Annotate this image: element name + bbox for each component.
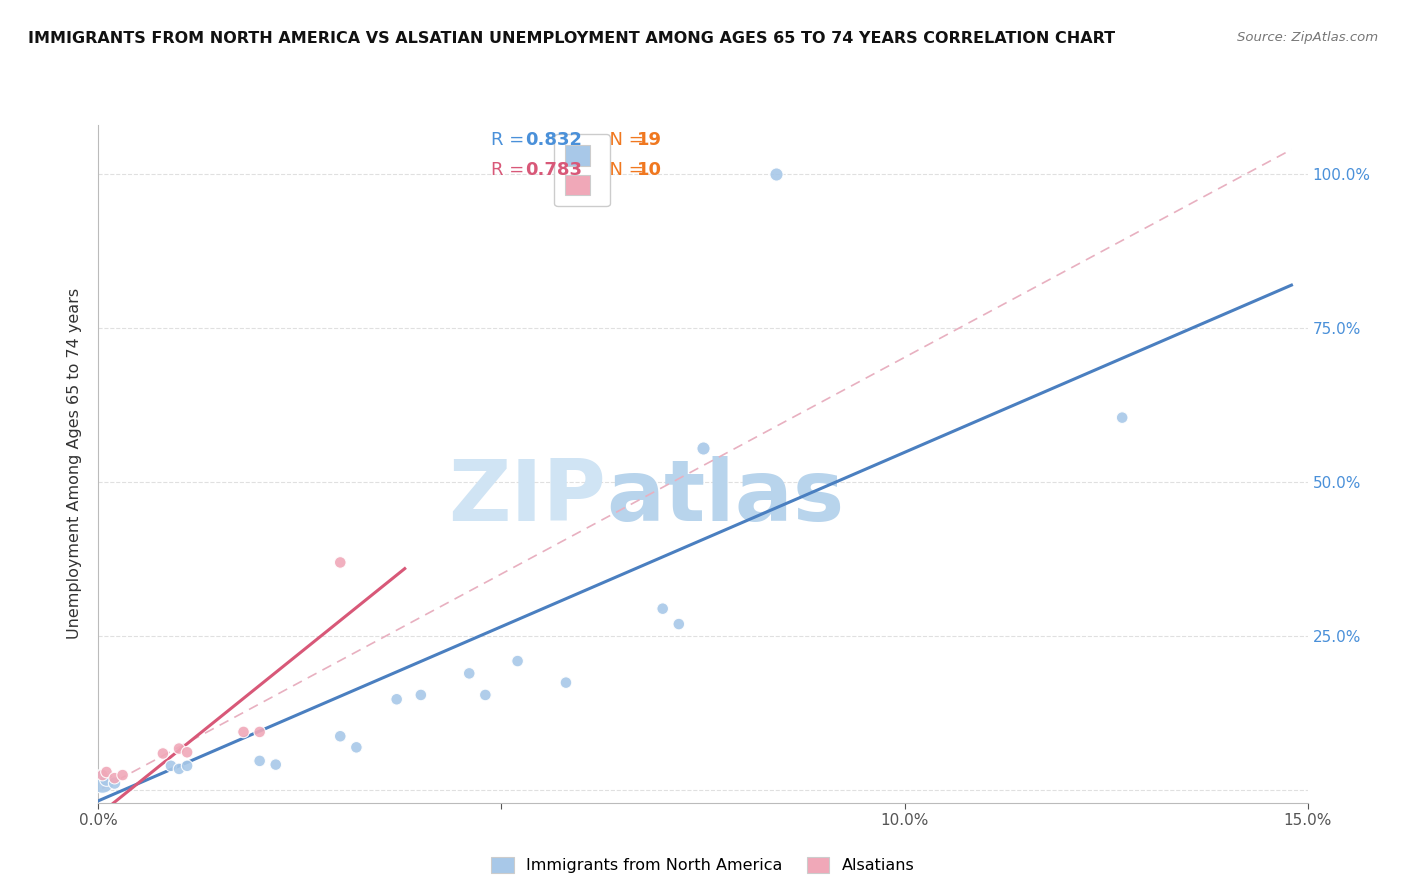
Point	[385, 692, 408, 706]
Text: atlas: atlas	[606, 456, 845, 540]
Point	[458, 666, 481, 681]
Point	[249, 754, 271, 768]
Text: 19: 19	[637, 131, 661, 149]
Point	[176, 745, 198, 759]
Point	[176, 759, 198, 773]
Point	[668, 617, 690, 632]
Text: 10: 10	[637, 161, 661, 178]
Point	[167, 762, 190, 776]
Point	[160, 759, 183, 773]
Point	[96, 764, 118, 779]
Point	[344, 740, 367, 755]
Text: 0.783: 0.783	[526, 161, 582, 178]
Point	[506, 654, 529, 668]
Point	[91, 768, 114, 782]
Text: N =: N =	[598, 131, 650, 149]
Legend: , : ,	[554, 134, 610, 206]
Point	[474, 688, 496, 702]
Point	[167, 741, 190, 756]
Point	[765, 167, 787, 181]
Point	[329, 556, 352, 570]
Point	[692, 442, 714, 456]
Text: R =: R =	[492, 131, 530, 149]
Text: ZIP: ZIP	[449, 456, 606, 540]
Point	[111, 768, 134, 782]
Point	[651, 601, 673, 615]
Point	[103, 776, 125, 790]
Point	[249, 725, 271, 739]
Text: N =: N =	[598, 161, 650, 178]
Text: 0.832: 0.832	[526, 131, 582, 149]
Legend: Immigrants from North America, Alsatians: Immigrants from North America, Alsatians	[485, 850, 921, 880]
Point	[264, 757, 287, 772]
Point	[409, 688, 432, 702]
Point	[329, 729, 352, 743]
Point	[152, 747, 174, 761]
Text: IMMIGRANTS FROM NORTH AMERICA VS ALSATIAN UNEMPLOYMENT AMONG AGES 65 TO 74 YEARS: IMMIGRANTS FROM NORTH AMERICA VS ALSATIA…	[28, 31, 1115, 46]
Text: Source: ZipAtlas.com: Source: ZipAtlas.com	[1237, 31, 1378, 45]
Point	[232, 725, 254, 739]
Point	[103, 771, 125, 785]
Y-axis label: Unemployment Among Ages 65 to 74 years: Unemployment Among Ages 65 to 74 years	[67, 288, 83, 640]
Point	[96, 772, 118, 787]
Text: R =: R =	[492, 161, 530, 178]
Point	[91, 774, 114, 789]
Point	[1111, 410, 1133, 425]
Point	[555, 675, 578, 690]
